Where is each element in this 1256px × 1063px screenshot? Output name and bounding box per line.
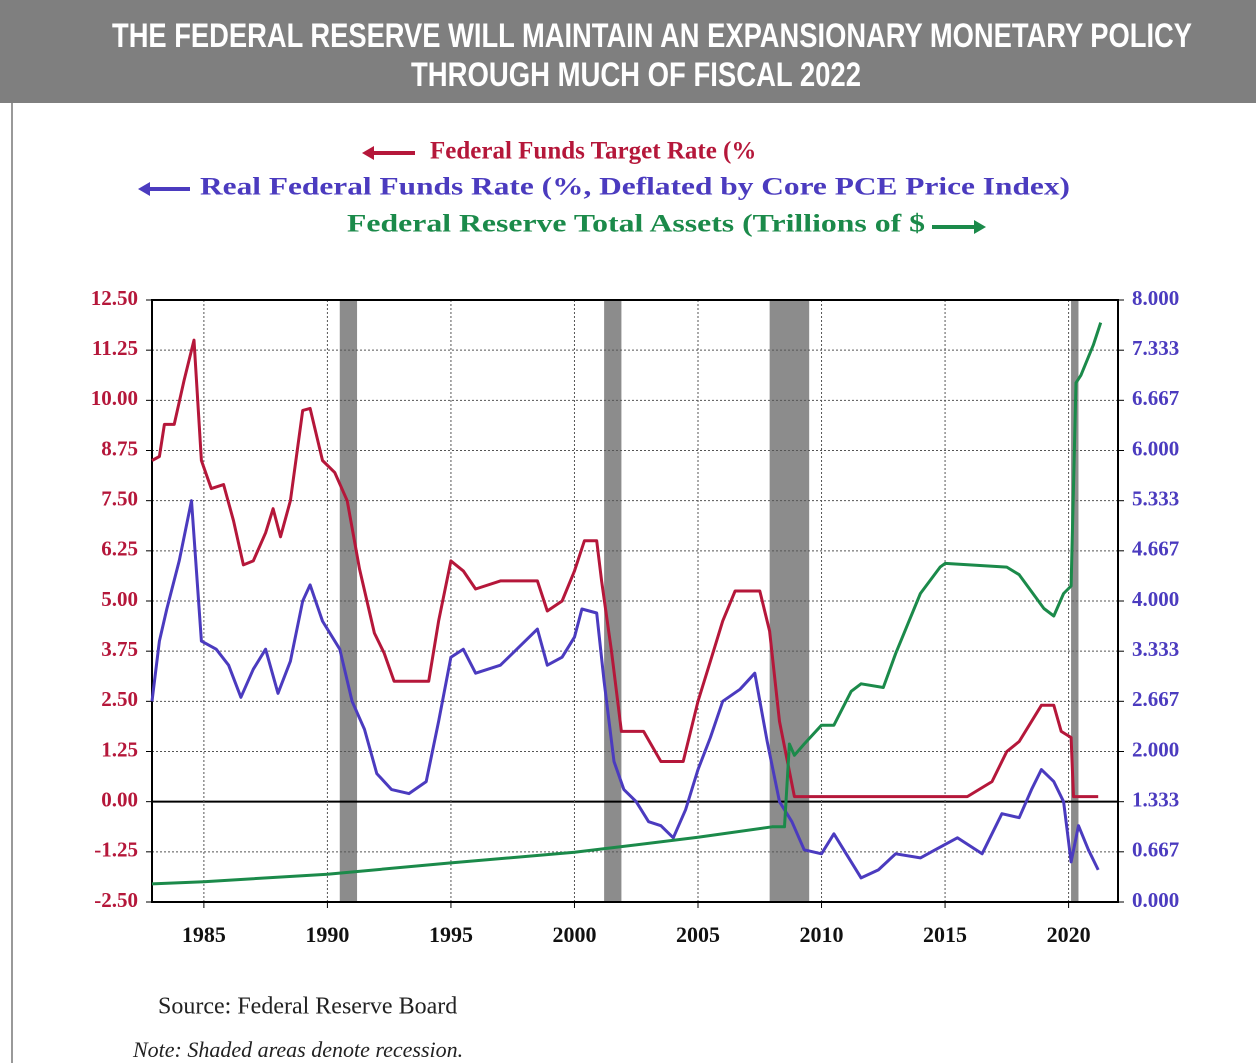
y2-tick-label: 4.667 (1132, 537, 1179, 561)
plot-frame (151, 299, 1119, 903)
y2-tick-label: 1.333 (1132, 788, 1179, 812)
y2-tick-label: 7.333 (1132, 336, 1179, 360)
y-tick-label: 0.00 (101, 787, 138, 811)
y-tick-label: 11.25 (92, 336, 138, 360)
y-tick-label: -2.50 (94, 888, 138, 912)
x-tick-label: 2000 (552, 922, 596, 947)
y-tick-label: 7.50 (101, 486, 138, 510)
y2-tick-label: 0.000 (1132, 888, 1179, 912)
y-tick-label: 6.25 (101, 537, 138, 561)
y-tick-label: 8.75 (101, 436, 138, 460)
series-line (151, 322, 1103, 886)
y2-tick-label: 2.000 (1132, 737, 1179, 761)
legend-label: Federal Reserve Total Assets (Trillions … (347, 211, 925, 238)
y-tick-label: 5.00 (101, 587, 138, 611)
y-tick-label: 2.50 (101, 687, 138, 711)
legend-arrowhead (362, 146, 374, 160)
y-tick-label: 10.00 (91, 386, 138, 410)
y-tick-label: 12.50 (91, 286, 138, 310)
legend-arrowhead (138, 182, 150, 196)
legend: Federal Funds Target Rate (% Real Federa… (138, 138, 1070, 238)
y-tick-label: 1.25 (101, 737, 138, 761)
x-tick-label: 2010 (800, 922, 844, 947)
x-tick-label: 2015 (923, 922, 967, 947)
source: Source: Federal Reserve Board (158, 994, 457, 1020)
y2-tick-label: 6.000 (1132, 436, 1179, 460)
x-tick-label: 2005 (676, 922, 720, 947)
note: Note: Shaded areas denote recession. (132, 1037, 463, 1062)
y2-tick-label: 2.667 (1132, 687, 1179, 711)
legend-label: Real Federal Funds Rate (%, Deflated by … (200, 174, 1070, 201)
y2-tick-label: 0.667 (1132, 838, 1179, 862)
legend-arrowhead (974, 220, 986, 234)
y-tick-label: -1.25 (94, 838, 138, 862)
y-tick-label: 3.75 (101, 637, 138, 661)
header-band (0, 0, 1256, 103)
x-tick-label: 2020 (1047, 922, 1091, 947)
series-line (151, 338, 1099, 799)
x-tick-label: 1995 (429, 922, 473, 947)
legend-label: Federal Funds Target Rate (% (430, 138, 756, 165)
y2-tick-label: 4.000 (1132, 587, 1179, 611)
y2-tick-label: 5.333 (1132, 487, 1179, 511)
recession-band (1071, 300, 1079, 902)
x-tick-label: 1985 (182, 922, 226, 947)
chart-title: THE FEDERAL RESERVE WILL MAINTAIN AN EXP… (112, 17, 1192, 55)
y2-tick-label: 6.667 (1132, 386, 1179, 410)
x-tick-label: 1990 (305, 922, 349, 947)
y2-tick-label: 3.333 (1132, 637, 1179, 661)
y2-tick-label: 8.000 (1132, 286, 1179, 310)
chart-title: THROUGH MUCH OF FISCAL 2022 (411, 56, 861, 94)
series-line (150, 499, 1100, 880)
